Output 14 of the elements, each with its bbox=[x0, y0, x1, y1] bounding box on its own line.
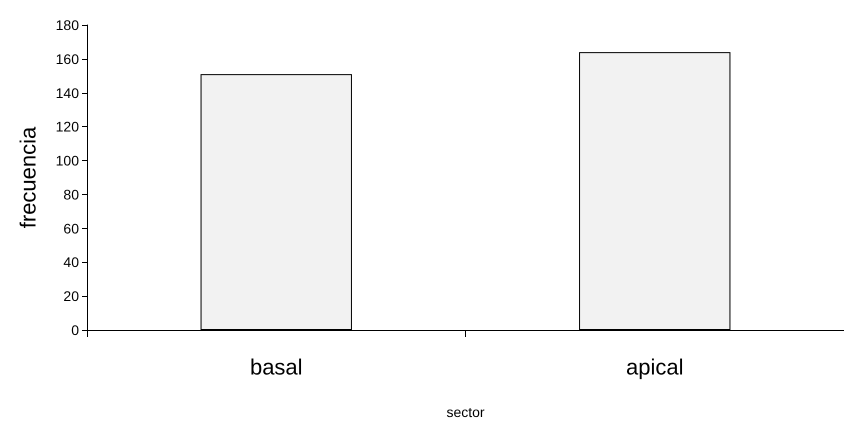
x-tick-label: basal bbox=[250, 354, 303, 380]
y-tick-label: 160 bbox=[56, 50, 80, 67]
y-axis-title: frecuencia bbox=[16, 126, 40, 228]
y-tick-label: 140 bbox=[56, 84, 80, 101]
x-tick-label: apical bbox=[626, 354, 684, 380]
y-tick-label: 0 bbox=[71, 322, 80, 338]
y-tick-label: 60 bbox=[63, 220, 80, 236]
y-tick-label: 100 bbox=[56, 152, 80, 169]
x-axis-title: sector bbox=[446, 404, 485, 420]
y-tick-label: 20 bbox=[63, 288, 80, 304]
y-tick-label: 80 bbox=[63, 186, 80, 202]
y-tick-label: 40 bbox=[63, 254, 80, 270]
y-tick-label: 120 bbox=[56, 118, 80, 135]
y-tick-label: 180 bbox=[56, 17, 80, 33]
